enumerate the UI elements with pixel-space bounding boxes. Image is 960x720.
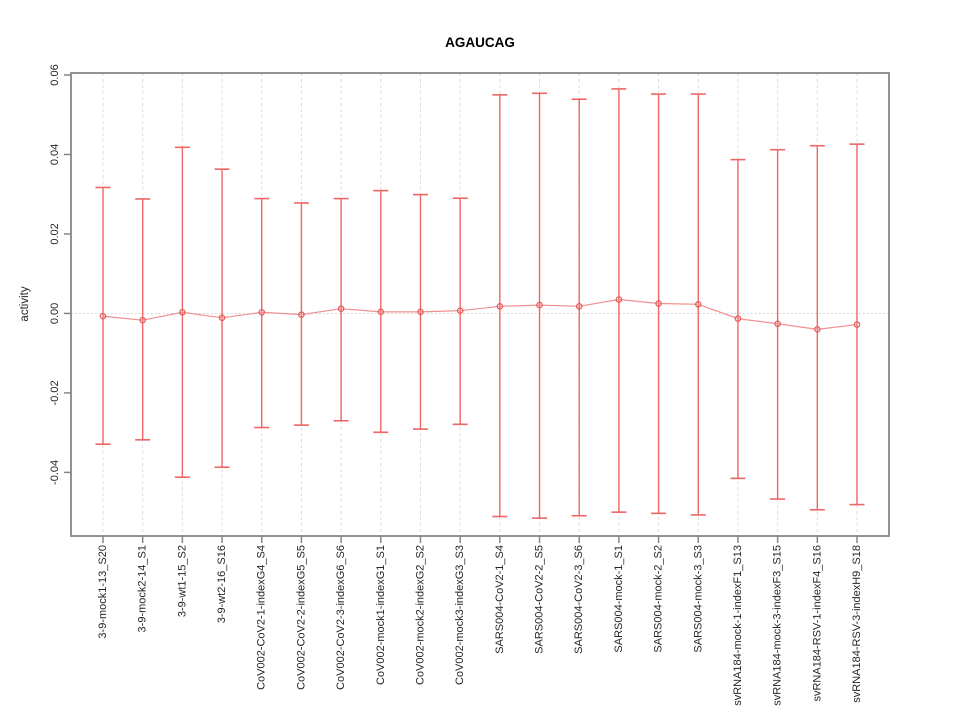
plot-area: 0.06 0.04 0.02 0.00 -0.02 -0.04 3-9-mock1-13_S…	[49, 64, 890, 706]
data-point-marker	[575, 302, 583, 310]
data-point-marker	[496, 302, 504, 310]
x-tick-label: CoV002-CoV2-2-indexG5_S5	[295, 545, 307, 690]
data-point-marker	[853, 321, 861, 328]
data-point-marker	[377, 308, 385, 316]
x-tick-label: SARS004-CoV2-1_S4	[494, 545, 506, 654]
x-tick-label: SARS004-mock-3_S3	[692, 545, 704, 653]
x-tick-label: SARS004-CoV2-2_S5	[534, 545, 546, 654]
x-tick-label: CoV002-mock3-indexG3_S3	[454, 545, 466, 685]
x-tick-label: SARS004-mock-2_S2	[653, 545, 665, 653]
data-point-marker	[615, 296, 623, 303]
chart-title: AGAUCAG	[445, 35, 515, 50]
data-point-marker	[774, 320, 781, 328]
x-tick-label: SARS004-CoV2-3_S6	[573, 545, 585, 654]
data-point-marker	[655, 300, 662, 307]
data-point-marker	[258, 308, 266, 316]
y-tick-label: 0.04	[49, 144, 61, 165]
x-tick-label: SARS004-mock-1_S1	[613, 545, 625, 653]
x-tick-label: 3-9-mock2-14_S1	[137, 545, 149, 632]
y-tick-label: -0.04	[49, 460, 61, 485]
x-tick-label: 3-9-wt2-16_S16	[216, 545, 228, 623]
data-point-marker	[456, 307, 464, 314]
x-tick-label: CoV002-CoV2-1-indexG4_S4	[256, 545, 268, 690]
y-tick-label: 0.06	[49, 64, 61, 85]
x-tick-label: 3-9-wt1-15_S2	[176, 545, 188, 617]
x-tick-label: CoV002-mock2-indexG2_S2	[414, 545, 426, 685]
x-tick-label: svRNA184-RSV-1-indexF4_S16	[811, 545, 823, 702]
data-point-marker	[694, 301, 702, 308]
y-axis-title: activity	[19, 286, 31, 321]
x-tick-label: svRNA184-RSV-3-indexH9_S18	[851, 545, 863, 703]
x-tick-label: CoV002-mock1-indexG1_S1	[375, 545, 387, 685]
y-tick-label: 0.00	[49, 303, 61, 324]
data-point-marker	[337, 305, 345, 312]
x-tick-label: svRNA184-mock-1-indexF1_S13	[732, 545, 744, 706]
y-tick-label: 0.02	[49, 223, 61, 244]
data-point-marker	[99, 312, 107, 320]
data-point-marker	[218, 314, 226, 322]
data-point-marker	[179, 308, 186, 316]
series-line	[102, 298, 858, 330]
data-point-marker	[298, 311, 305, 318]
plot-border	[70, 72, 890, 537]
data-point-marker	[734, 315, 742, 322]
data-point-marker	[417, 308, 424, 316]
x-tick-label: 3-9-mock1-13_S20	[97, 545, 109, 639]
x-tick-label: CoV002-CoV2-3-indexG6_S6	[335, 545, 347, 690]
y-tick-label: -0.02	[49, 380, 61, 405]
data-point-marker	[139, 316, 146, 324]
data-point-marker	[536, 301, 543, 309]
x-tick-label: svRNA184-mock-3-indexF3_S15	[772, 545, 784, 706]
data-point-marker	[814, 326, 821, 333]
